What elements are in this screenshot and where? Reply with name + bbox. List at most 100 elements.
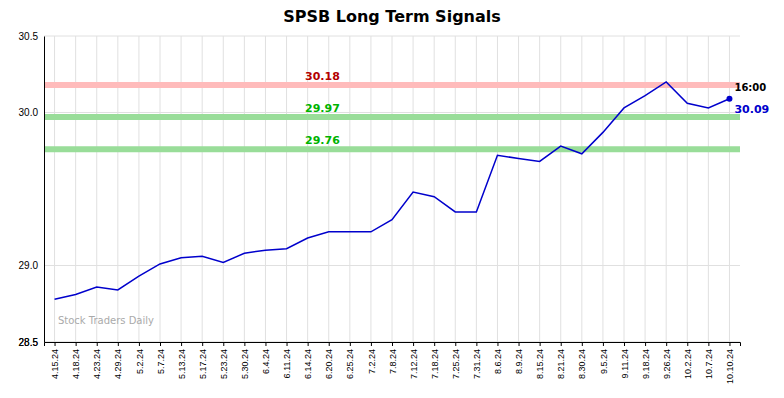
x-tick-mark	[519, 342, 520, 346]
x-tick-mark	[223, 342, 224, 346]
grid-line	[476, 36, 477, 342]
y-tick: 28.5	[19, 337, 44, 348]
x-tick-label: 9.18.24	[641, 349, 651, 379]
y-tick: 30.0	[19, 107, 44, 118]
grid-line	[434, 36, 435, 342]
annotation: Stock Traders Daily	[58, 315, 154, 326]
grid-line	[602, 36, 603, 342]
x-tick-mark	[244, 342, 245, 346]
x-tick-label: 8.15.24	[535, 349, 545, 379]
x-tick: 4.18.24	[71, 342, 81, 379]
x-tick-label: 5.30.24	[240, 349, 250, 379]
x-tick-label: 6.14.24	[303, 349, 313, 379]
grid-line	[265, 36, 266, 342]
x-tick-mark	[160, 342, 161, 346]
x-tick-mark	[118, 342, 119, 346]
x-tick: 7.18.24	[430, 342, 440, 379]
x-tick-label: 5.2.24	[135, 349, 145, 374]
x-tick-mark	[540, 342, 541, 346]
grid-line	[687, 36, 688, 342]
reference-label: 29.76	[305, 134, 340, 147]
x-tick-label: 7.2.24	[367, 349, 377, 374]
x-tick: 6.14.24	[303, 342, 313, 379]
grid-line	[96, 36, 97, 342]
grid-line	[729, 36, 730, 342]
x-tick-label: 8.30.24	[577, 349, 587, 379]
x-tick-label: 10.7.24	[704, 349, 714, 379]
x-tick-mark	[350, 342, 351, 346]
x-tick: 9.5.24	[599, 342, 609, 374]
x-tick-mark	[497, 342, 498, 346]
reference-line	[44, 82, 740, 88]
annotation: 16:00	[734, 82, 766, 93]
reference-line	[44, 114, 740, 120]
x-tick-label: 8.21.24	[556, 349, 566, 379]
x-tick: 4.15.24	[50, 342, 60, 379]
grid-line	[370, 36, 371, 342]
annotation: 30.09	[734, 103, 769, 116]
x-tick-mark	[666, 342, 667, 346]
x-tick: 4.23.24	[92, 342, 102, 379]
x-tick: 6.20.24	[324, 342, 334, 379]
grid-line	[160, 36, 161, 342]
x-tick: 7.31.24	[472, 342, 482, 379]
grid-line	[413, 36, 414, 342]
x-tick-label: 9.26.24	[662, 349, 672, 379]
grid-line	[117, 36, 118, 342]
x-tick-label: 5.23.24	[219, 349, 229, 379]
x-tick-mark	[181, 342, 182, 346]
y-tick-label: 28.5	[19, 337, 39, 348]
y-tick-label: 30.0	[19, 107, 39, 118]
reference-label: 30.18	[305, 70, 340, 83]
x-tick-mark	[708, 342, 709, 346]
x-tick-mark	[413, 342, 414, 346]
x-tick-mark	[139, 342, 140, 346]
grid-line	[349, 36, 350, 342]
plot: 28.529.028.530.030.54.15.244.18.244.23.2…	[19, 31, 770, 384]
x-tick: 7.25.24	[451, 342, 461, 379]
x-tick-mark	[308, 342, 309, 346]
y-tick: 28.5	[19, 337, 44, 348]
y-axis-line	[44, 37, 45, 343]
x-tick-label: 9.5.24	[599, 349, 609, 374]
x-axis: 4.15.24 4.18.24 4.23.24 4.29.24 5.2.24 5.7.24…	[45, 342, 741, 384]
x-tick: 9.26.24	[662, 342, 672, 379]
x-tick: 10.2.24	[683, 342, 693, 379]
x-tick-mark	[645, 342, 646, 346]
x-tick-label: 4.23.24	[92, 349, 102, 379]
grid-line	[244, 36, 245, 342]
x-tick-mark	[265, 342, 266, 346]
title: SPSB Long Term Signals	[283, 7, 501, 26]
x-tick: 8.9.24	[514, 342, 524, 374]
x-tick-mark	[455, 342, 456, 346]
x-tick-label: 6.25.24	[345, 349, 355, 379]
y-tick: 29.0	[19, 260, 44, 271]
x-tick: 8.15.24	[535, 342, 545, 379]
reference-label: 29.97	[305, 102, 340, 115]
x-tick: 9.18.24	[641, 342, 651, 379]
x-tick: 10.7.24	[704, 342, 714, 379]
x-tick: 8.21.24	[556, 342, 566, 379]
grid-line	[708, 36, 709, 342]
grid-line	[286, 36, 287, 342]
y-tick-label: 29.0	[19, 260, 39, 271]
grid-line	[223, 36, 224, 342]
x-tick: 5.7.24	[156, 342, 166, 374]
grid-line	[497, 36, 498, 342]
grid-line	[455, 36, 456, 342]
grid-line	[138, 36, 139, 342]
x-tick-mark	[76, 342, 77, 346]
grid-line	[624, 36, 625, 342]
x-tick-mark	[729, 342, 730, 346]
x-tick-mark	[603, 342, 604, 346]
x-tick: 5.2.24	[135, 342, 145, 374]
x-tick: 4.29.24	[113, 342, 123, 379]
price-line	[55, 82, 730, 299]
x-tick-label: 4.29.24	[113, 349, 123, 379]
grid-line	[581, 36, 582, 342]
x-tick: 7.8.24	[388, 342, 398, 374]
x-tick: 5.13.24	[177, 342, 187, 379]
x-tick: 6.11.24	[282, 342, 292, 378]
x-tick: 10.10.24	[725, 342, 735, 384]
x-tick-label: 10.2.24	[683, 349, 693, 379]
